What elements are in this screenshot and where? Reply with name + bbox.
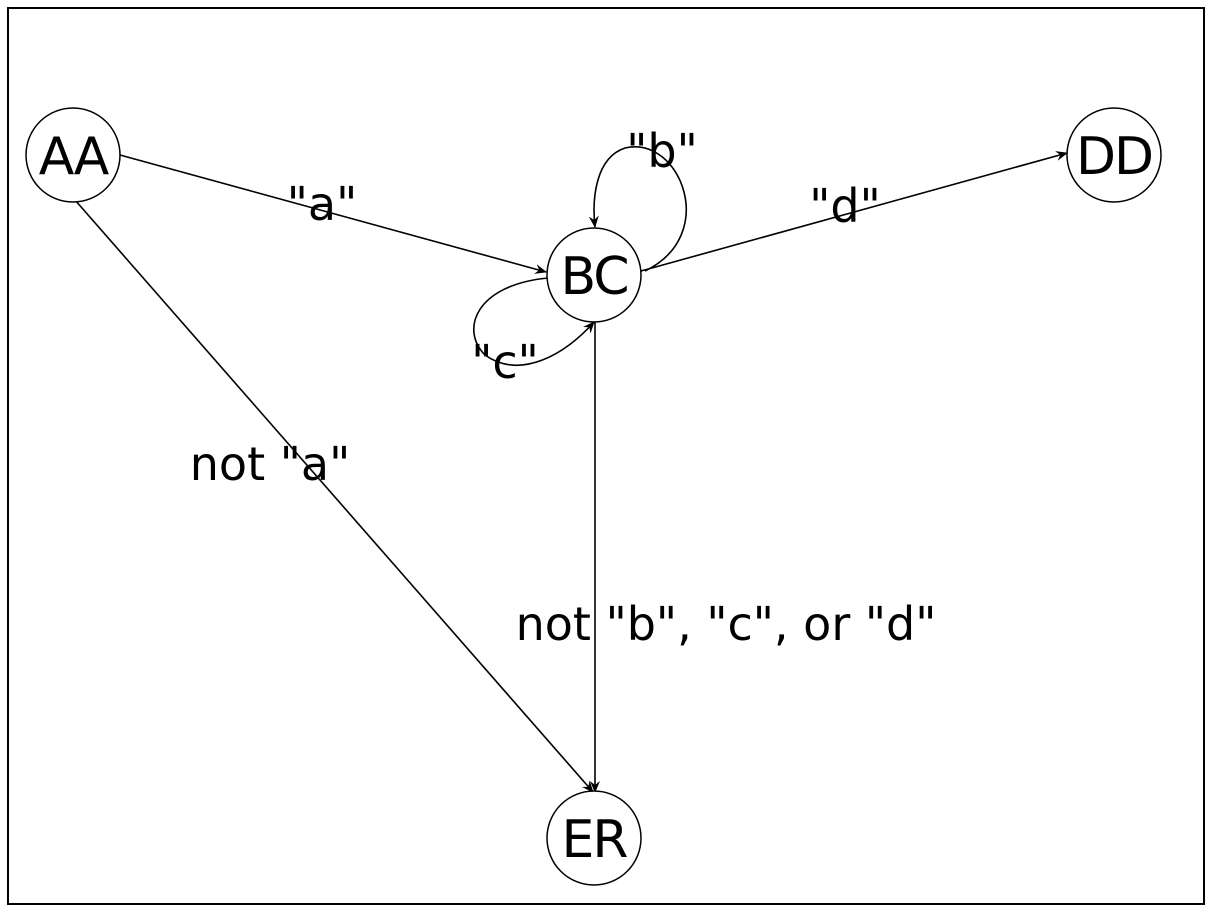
diagram-frame xyxy=(7,7,1205,905)
node-aa-circle xyxy=(25,107,121,203)
node-dd-label: DD xyxy=(1076,127,1152,187)
node-bc-circle xyxy=(546,227,642,323)
node-er-circle xyxy=(546,790,642,886)
edge-label-b: "b" xyxy=(626,124,698,178)
node-dd: DD xyxy=(1066,107,1162,203)
edge-label-not-a: not "a" xyxy=(190,437,350,491)
edge-aa-to-bc xyxy=(119,154,547,274)
edge-bc-loop-c xyxy=(473,277,595,366)
node-er: ER xyxy=(546,790,642,886)
node-er-label: ER xyxy=(562,810,628,870)
edge-label-a: "a" xyxy=(287,177,358,231)
edge-label-c: "c" xyxy=(471,335,539,389)
edge-bc-loop-b xyxy=(588,146,687,272)
edge-label-not-bcd: not "b", "c", or "d" xyxy=(516,597,937,651)
node-bc-label: BC xyxy=(560,247,627,307)
node-aa: AA xyxy=(25,107,121,203)
edge-label-d: "d" xyxy=(809,179,881,233)
node-bc: BC xyxy=(546,227,642,323)
node-dd-circle xyxy=(1066,107,1162,203)
edge-aa-to-er xyxy=(74,199,594,793)
edge-bc-to-dd xyxy=(640,151,1068,272)
node-aa-label: AA xyxy=(39,127,110,187)
